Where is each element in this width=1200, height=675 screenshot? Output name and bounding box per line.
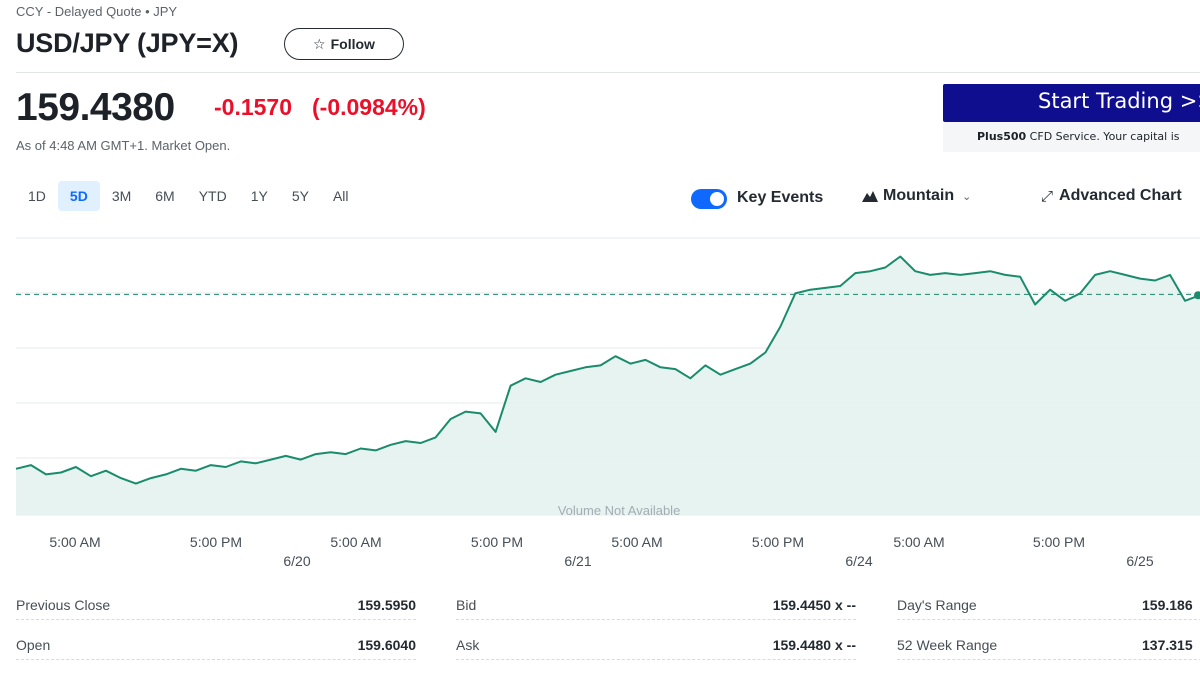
stat-cell: Day's Range 159.186 [897, 590, 1200, 620]
x-date-label: 6/24 [845, 553, 872, 569]
quote-subtitle: CCY - Delayed Quote • JPY [16, 4, 178, 19]
range-tab-all[interactable]: All [332, 188, 349, 204]
x-tick-label: 5:00 PM [752, 534, 804, 550]
range-tab-1y[interactable]: 1Y [250, 188, 268, 204]
quote-timestamp: As of 4:48 AM GMT+1. Market Open. [16, 138, 231, 153]
stat-cell: Bid 159.4450 x -- [456, 590, 856, 620]
range-tab-3m[interactable]: 3M [111, 188, 132, 204]
stat-row: Previous Close 159.5950 Bid 159.4450 x -- Da… [16, 590, 1200, 620]
stat-cell: Ask 159.4480 x -- [456, 630, 856, 660]
range-tabs: 1D 5D 3M 6M YTD 1Y 5Y All [16, 181, 361, 211]
range-tab-5y[interactable]: 5Y [291, 188, 309, 204]
chart-area-fill [16, 256, 1200, 515]
expand-icon: ⤢ [1041, 187, 1054, 205]
chart-last-point [1194, 291, 1200, 300]
x-tick-label: 5:00 AM [893, 534, 944, 550]
range-tab-5d[interactable]: 5D [57, 181, 100, 211]
x-tick-label: 5:00 PM [471, 534, 523, 550]
price-chart[interactable]: Volume Not Available 5:00 AM 5:00 PM 5:00 … [0, 230, 1200, 578]
stat-cell: Open 159.6040 [16, 630, 416, 660]
stat-value: 159.186 [1142, 597, 1193, 613]
volume-note: Volume Not Available [558, 503, 681, 518]
x-axis-labels: 5:00 AM 5:00 PM 5:00 AM 5:00 PM 5:00 AM 5:00 … [49, 534, 1154, 569]
chart-type-label: Mountain [883, 187, 955, 204]
stat-label: Day's Range [897, 597, 977, 613]
stat-label: Open [16, 637, 51, 653]
stat-value: 137.315 [1142, 637, 1193, 653]
ad-brand: Plus500 [977, 130, 1027, 143]
range-tab-ytd[interactable]: YTD [198, 188, 227, 204]
page-title: USD/JPY (JPY=X) [16, 28, 239, 58]
key-events-toggle[interactable] [691, 189, 727, 209]
range-tab-1d[interactable]: 1D [28, 188, 46, 204]
stat-label: 52 Week Range [897, 637, 998, 653]
chart-type-dropdown[interactable]: Mountain ⌄ [862, 187, 971, 205]
range-tab-6m[interactable]: 6M [155, 188, 175, 204]
quote-change: -0.1570 [214, 94, 293, 120]
toggle-knob [710, 192, 724, 206]
x-date-label: 6/20 [283, 553, 310, 569]
quote-price: 159.4380 [16, 86, 175, 129]
x-tick-label: 5:00 PM [1033, 534, 1085, 550]
stat-cell: 52 Week Range 137.315 [897, 630, 1200, 660]
x-tick-label: 5:00 AM [330, 534, 381, 550]
x-tick-label: 5:00 AM [611, 534, 662, 550]
stat-cell: Previous Close 159.5950 [16, 590, 416, 620]
ad-disclaimer: Plus500 CFD Service. Your capital is [943, 122, 1200, 152]
start-trading-ad-button[interactable]: Start Trading >> [943, 84, 1200, 122]
star-icon: ☆ [313, 35, 326, 52]
stat-value: 159.5950 [357, 597, 416, 613]
stat-label: Ask [456, 637, 480, 653]
advanced-chart-label: Advanced Chart [1059, 187, 1182, 204]
stat-value: 159.4450 x -- [772, 597, 856, 613]
x-tick-label: 5:00 AM [49, 534, 100, 550]
x-date-label: 6/25 [1126, 553, 1153, 569]
follow-button[interactable]: ☆ Follow [284, 28, 404, 60]
ad-disclaimer-text: CFD Service. Your capital is [1026, 130, 1180, 143]
advanced-chart-button[interactable]: ⤢ Advanced Chart [1041, 187, 1182, 205]
chevron-down-icon: ⌄ [962, 190, 972, 203]
quote-change-percent: (-0.0984%) [312, 94, 426, 120]
stat-label: Bid [456, 597, 477, 613]
header-divider [16, 72, 1200, 73]
stat-row: Open 159.6040 Ask 159.4480 x -- 52 Week Rang… [16, 630, 1200, 660]
stat-label: Previous Close [16, 597, 111, 613]
key-events-label: Key Events [737, 189, 824, 206]
x-tick-label: 5:00 PM [190, 534, 242, 550]
x-date-label: 6/21 [564, 553, 591, 569]
chart-price-line [15, 255, 1200, 485]
follow-label: Follow [330, 36, 375, 52]
stat-value: 159.6040 [357, 637, 416, 653]
stat-value: 159.4480 x -- [772, 637, 856, 653]
mountain-icon [862, 191, 878, 202]
